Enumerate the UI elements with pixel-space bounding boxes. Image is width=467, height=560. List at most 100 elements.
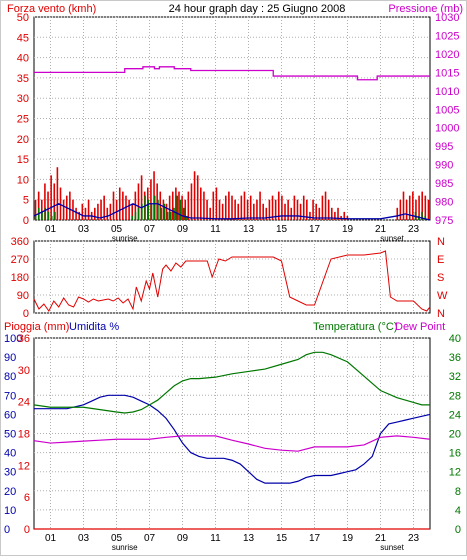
dew-point-label: Dew Point [395,321,445,333]
wind-axis-tick: 50 [17,12,29,24]
compass-label: W [437,290,448,302]
x-tick-label: 07 [144,533,156,544]
sunset-label: sunset [380,543,404,552]
x-tick-label: 07 [144,224,156,235]
x-tick-label: 13 [243,533,255,544]
humidity-axis-tick: 90 [4,352,16,364]
compass-label: S [437,272,444,284]
pressure-axis-tick: 1020 [435,49,459,61]
direction-axis-tick: 270 [11,254,29,266]
x-tick-label: 23 [408,224,420,235]
compass-label: N [437,236,445,248]
humidity-axis-tick: 20 [4,486,16,498]
humidity-label: Umidita % [69,321,119,333]
wind-axis-tick: 5 [23,195,29,207]
pressure-axis-tick: 980 [435,197,453,209]
sunrise-label: sunrise [112,543,138,552]
direction-axis-tick: 90 [17,290,29,302]
x-tick-label: 15 [276,533,288,544]
rain-label: Pioggia (mm) [4,321,69,333]
temperature-axis-tick: 32 [449,371,461,383]
pressure-axis-tick: 1005 [435,104,459,116]
compass-label: N [437,308,445,320]
temperature-axis-tick: 12 [449,467,461,479]
wind-axis-tick: 40 [17,53,29,65]
x-tick-label: 05 [111,533,123,544]
humidity-axis-tick: 100 [4,333,22,345]
x-tick-label: 17 [309,533,321,544]
temperature-axis-tick: 36 [449,352,461,364]
x-tick-label: 11 [210,533,221,544]
x-tick-label: 11 [210,224,221,235]
sunset-label: sunset [380,234,404,243]
rain-axis-tick: 12 [18,460,30,472]
x-tick-label: 03 [78,224,90,235]
temperature-axis-tick: 40 [449,333,461,345]
x-tick-label: 21 [375,533,387,544]
temperature-axis-tick: 8 [455,486,461,498]
x-tick-label: 09 [177,224,189,235]
rain-axis-tick: 36 [18,333,30,345]
pressure-axis-tick: 1015 [435,67,459,79]
temperature-axis-tick: 4 [455,505,461,517]
compass-label: E [437,254,444,266]
pressure-axis-tick: 1025 [435,30,459,42]
wind-axis-tick: 25 [17,114,29,126]
sunrise-label: sunrise [112,234,138,243]
chart-title: 24 hour graph day : 25 Giugno 2008 [169,3,346,15]
x-tick-label: 01 [45,533,57,544]
temperature-axis-tick: 24 [449,409,461,421]
pressure-axis-tick: 1010 [435,86,459,98]
temperature-axis-tick: 20 [449,429,461,441]
x-tick-label: 19 [342,224,354,235]
pressure-axis-tick: 1030 [435,12,459,24]
pressure-axis-tick: 975 [435,215,453,227]
wind-axis-tick: 15 [17,154,29,166]
pressure-axis-tick: 985 [435,178,453,190]
direction-axis-tick: 360 [11,236,29,248]
pressure-line [34,66,430,81]
wind-average-line [33,203,431,221]
x-tick-label: 13 [243,224,255,235]
temperature-line [33,351,430,414]
humidity-axis-tick: 50 [4,429,16,441]
humidity-axis-tick: 0 [4,524,10,536]
direction-axis-tick: 180 [11,272,29,284]
rain-axis-tick: 30 [18,365,30,377]
x-tick-label: 21 [375,224,387,235]
rain-axis-tick: 6 [24,492,30,504]
temperature-axis-tick: 0 [455,524,461,536]
temperature-label: Temperatura (°C) [313,321,397,333]
temperature-axis-tick: 16 [449,448,461,460]
pressure-axis-tick: 995 [435,141,453,153]
pressure-label: Pressione (mb) [388,3,463,15]
direction-axis-tick: 0 [23,308,29,320]
humidity-axis-tick: 80 [4,371,16,383]
wind-axis-tick: 0 [23,215,29,227]
x-tick-label: 17 [309,224,321,235]
wind-axis-tick: 35 [17,73,29,85]
wind-axis-tick: 20 [17,134,29,146]
wind-speed-label: Forza vento (kmh) [7,3,96,15]
humidity-axis-tick: 30 [4,467,16,479]
wind-direction-line [33,250,431,312]
rain-axis-tick: 18 [18,429,30,441]
x-tick-label: 01 [45,224,57,235]
pressure-axis-tick: 990 [435,160,453,172]
x-tick-label: 05 [111,224,123,235]
x-tick-label: 19 [342,533,354,544]
rain-axis-tick: 0 [24,524,30,536]
temperature-axis-tick: 28 [449,390,461,402]
rain-axis-tick: 24 [18,397,30,409]
wind-axis-tick: 30 [17,93,29,105]
humidity-axis-tick: 10 [4,505,16,517]
x-tick-label: 23 [408,533,420,544]
dew-point-line [33,435,431,452]
humidity-axis-tick: 60 [4,409,16,421]
x-tick-label: 03 [78,533,90,544]
x-tick-label: 09 [177,533,189,544]
wind-axis-tick: 45 [17,32,29,44]
pressure-axis-tick: 1000 [435,123,459,135]
